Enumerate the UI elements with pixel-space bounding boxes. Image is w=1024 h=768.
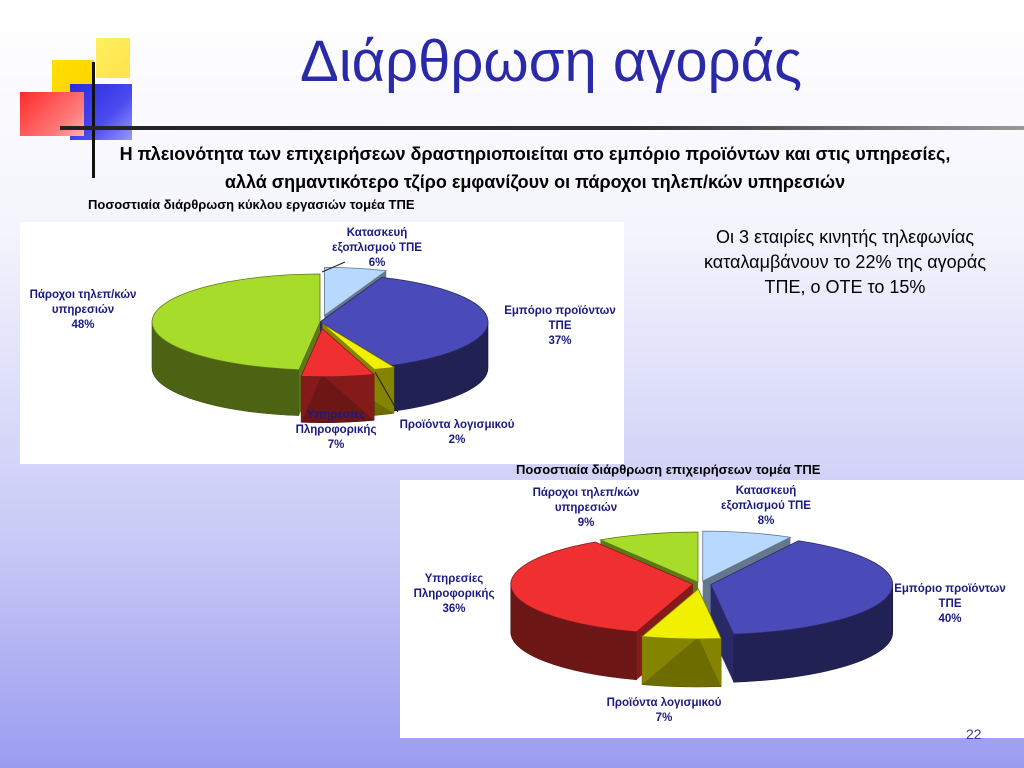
slice-value: 7% xyxy=(655,712,673,724)
slice-label-text: Εμπόριο προϊόντων xyxy=(894,583,1006,595)
slice-value: 6% xyxy=(368,257,386,269)
slice-label-text: Κατασκευή xyxy=(735,485,797,497)
slice-label-1-3: Υπηρεσίες Πληροφορικής 36% xyxy=(414,572,495,617)
slice-label-text: Πάροχοι τηλεπ/κών xyxy=(532,487,640,499)
slice-label-1-0: Κατασκευή εξοπλισμού ΤΠΕ 8% xyxy=(721,484,811,529)
slice-label-0-0: Κατασκευή εξοπλισμού ΤΠΕ 6% xyxy=(332,226,422,271)
slice-value: 40% xyxy=(938,613,962,625)
slice-value: 48% xyxy=(71,319,95,331)
slice-label-text: ΤΠΕ xyxy=(938,598,962,610)
subtitle-line-1: Η πλειονότητα των επιχειρήσεων δραστηριο… xyxy=(119,144,951,164)
chart2-panel: Κατασκευή εξοπλισμού ΤΠΕ 8% Εμπόριο προϊόντ… xyxy=(400,480,1024,738)
pie-slice-0-3 xyxy=(300,328,376,378)
slice-label-1-4: Πάροχοι τηλεπ/κών υπηρεσιών 9% xyxy=(533,486,640,531)
pie-slice-1-2 xyxy=(641,588,722,640)
slice-label-text: υπηρεσιών xyxy=(51,304,115,316)
slice-label-0-1: Εμπόριο προϊόντων ΤΠΕ 37% xyxy=(504,304,616,349)
leader-line-0 xyxy=(374,371,399,413)
deco-vertical-line xyxy=(92,62,95,178)
pie-slice-1-0 xyxy=(702,530,792,582)
slice-label-1-1: Εμπόριο προϊόντων ΤΠΕ 40% xyxy=(894,582,1006,627)
slice-label-text: Κατασκευή xyxy=(346,227,408,239)
slice-label-text: Εμπόριο προϊόντων xyxy=(504,305,616,317)
pie-slice-0-0 xyxy=(324,266,388,317)
slice-value: 8% xyxy=(757,515,775,527)
pie-slice-0-2 xyxy=(322,323,396,370)
pie-slice-0-1 xyxy=(319,276,489,366)
slice-label-text: Προϊόντα λογισμικού xyxy=(606,697,722,709)
slice-label-text: Υπηρεσίες xyxy=(424,573,484,585)
market-note: Οι 3 εταιρίες κινητής τηλεφωνίας καταλαμ… xyxy=(704,227,986,297)
pie-slice-1-1 xyxy=(710,540,894,635)
slice-label-text: εξοπλισμού ΤΠΕ xyxy=(332,242,422,254)
slice-label-text: Πληροφορικής xyxy=(295,424,377,436)
slice-label-1-2: Προϊόντα λογισμικού 7% xyxy=(607,696,722,726)
page-number: 22 xyxy=(966,726,982,742)
slice-value: 9% xyxy=(577,517,595,529)
slice-label-text: Προϊόντα λογισμικού xyxy=(399,419,515,431)
leader-line-0 xyxy=(321,261,346,273)
subtitle-line-2: αλλά σημαντικότερο τζίρο εμφανίζουν οι π… xyxy=(224,172,846,192)
slice-label-text: Πληροφορικής xyxy=(413,588,495,600)
slice-label-text: Πάροχοι τηλεπ/κών xyxy=(29,289,137,301)
chart1-svg xyxy=(151,261,489,423)
pie-slice-1-4 xyxy=(599,531,699,583)
pie-slice-1-3 xyxy=(510,541,694,633)
slice-label-0-2: Προϊόντα λογισμικού 2% xyxy=(400,418,515,448)
slice-label-0-3: Υπηρεσίες Πληροφορικής 7% xyxy=(296,408,377,453)
slice-label-text: ΤΠΕ xyxy=(548,320,572,332)
chart1-title: Ποσοστιαία διάρθρωση κύκλου εργασιών τομ… xyxy=(88,197,415,212)
chart2-title: Ποσοστιαία διάρθρωση επιχειρήσεων τομέα … xyxy=(516,462,821,477)
slice-value: 7% xyxy=(327,439,345,451)
slice-label-text: εξοπλισμού ΤΠΕ xyxy=(721,500,811,512)
slice-label-0-4: Πάροχοι τηλεπ/κών υπηρεσιών 48% xyxy=(30,288,137,333)
slice-value: 37% xyxy=(548,335,572,347)
slice-label-text: Υπηρεσίες xyxy=(306,409,366,421)
pie-slice-0-4 xyxy=(151,273,321,371)
slide-title: Διάρθρωση αγοράς xyxy=(300,29,803,94)
chart1-panel: Κατασκευή εξοπλισμού ΤΠΕ 6% Εμπόριο προϊόντ… xyxy=(20,222,624,464)
slice-value: 2% xyxy=(448,434,466,446)
title-rule xyxy=(60,126,1024,130)
slice-label-text: υπηρεσιών xyxy=(554,502,618,514)
deco-yellow-square-top xyxy=(96,38,130,78)
slice-value: 36% xyxy=(442,603,466,615)
chart2-svg xyxy=(510,530,894,688)
slide-subtitle: Η πλειονότητα των επιχειρήσεων δραστηριο… xyxy=(40,140,1024,196)
